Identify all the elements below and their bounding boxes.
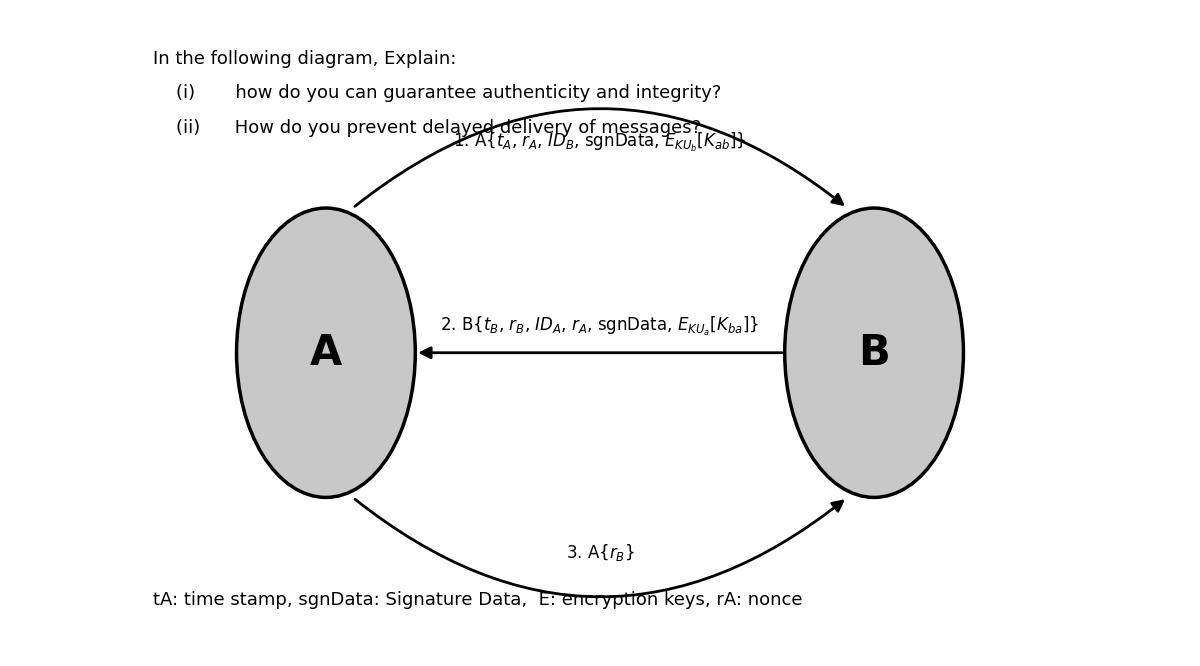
Ellipse shape (236, 208, 415, 498)
Text: In the following diagram, Explain:: In the following diagram, Explain: (154, 49, 456, 67)
Text: 3. A{$r_B$}: 3. A{$r_B$} (565, 542, 635, 563)
Text: (ii)      How do you prevent delayed delivery of messages?: (ii) How do you prevent delayed delivery… (154, 119, 701, 137)
Ellipse shape (785, 208, 964, 498)
Text: B: B (858, 332, 890, 374)
FancyArrowPatch shape (355, 499, 842, 597)
FancyArrowPatch shape (421, 348, 782, 358)
Text: (i)       how do you can guarantee authenticity and integrity?: (i) how do you can guarantee authenticit… (154, 84, 721, 102)
FancyArrowPatch shape (355, 109, 842, 206)
Text: 2. B{$t_B$, $r_B$, $ID_A$, $r_A$, sgnData, $E_{KU_a}$[$K_{ba}$]}: 2. B{$t_B$, $r_B$, $ID_A$, $r_A$, sgnDat… (440, 315, 760, 338)
Text: A: A (310, 332, 342, 374)
Text: tA: time stamp, sgnData: Signature Data,  E: encryption keys, rA: nonce: tA: time stamp, sgnData: Signature Data,… (154, 591, 803, 609)
Text: 1. A{$t_A$, $r_A$, $ID_B$, sgnData, $E_{KU_b}$[$K_{ab}$]}: 1. A{$t_A$, $r_A$, $ID_B$, sgnData, $E_{… (454, 131, 746, 154)
